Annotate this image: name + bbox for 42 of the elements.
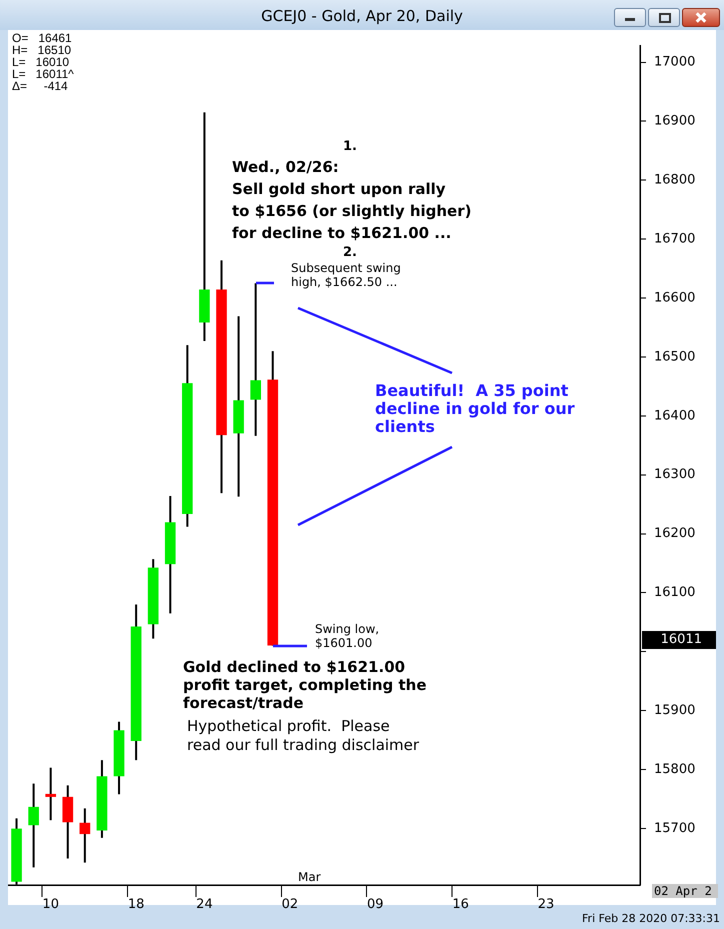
chart-title: GCEJ0 - Gold, Apr 20, Daily <box>260 7 464 25</box>
y-tick-label: 16700 <box>654 231 696 246</box>
y-tick-label: 16400 <box>654 408 696 424</box>
annotation: H= 16510 <box>12 43 72 57</box>
annotation: Wed., 02/26: Sell gold short upon rally to $1656 (or slightly higher) for decline to $1621.00 ... <box>232 157 472 244</box>
y-tick-label: 15800 <box>654 762 696 777</box>
text: O= 16461 <box>12 31 72 45</box>
candlestick <box>250 282 262 437</box>
y-tick-label: 16800 <box>654 172 696 188</box>
annotation: L= 16011^ <box>12 67 74 81</box>
x-tick-label: 16 <box>452 897 469 912</box>
x-tick-label: 02 <box>282 897 298 912</box>
text: 02 Apr 2 <box>652 884 718 898</box>
annotation: Swing low, $1601.00 <box>315 622 380 650</box>
annotation: Mar <box>298 870 321 884</box>
x-tick-label: 23 <box>538 897 554 912</box>
text: 16011 <box>642 631 716 649</box>
annotation: Hypothetical profit. Please read our full trading disclaimer <box>187 717 420 755</box>
annotation: Gold declined to $1621.00 profit target, completing the forecast/trade <box>183 658 426 712</box>
y-tick-label: 15700 <box>654 820 696 836</box>
y-tick-label: 16300 <box>654 467 696 482</box>
annotation: 2. <box>343 245 357 260</box>
y-tick-label: 16600 <box>654 290 696 306</box>
y-tick-label: 17000 <box>654 54 696 70</box>
candlestick <box>80 807 90 864</box>
text: Fri Feb 28 2020 07:33:31 <box>582 912 720 925</box>
y-tick-label: 16900 <box>654 114 696 129</box>
y-tick-label: 16500 <box>654 349 696 364</box>
annotation: Δ= -414 <box>12 79 68 93</box>
x-tick-label: 09 <box>366 897 384 912</box>
candlestick <box>45 766 56 822</box>
annotation: Subsequent swing high, $1662.50 ... <box>291 261 401 289</box>
x-tick-label: 24 <box>196 897 213 912</box>
y-tick-label: 16200 <box>654 526 696 542</box>
candlestick <box>28 782 39 868</box>
annotation: Beautiful! A 35 point decline in gold for our clients <box>375 381 575 436</box>
annotation: L= 16010 <box>12 55 70 69</box>
annotation: 1. <box>343 139 357 154</box>
y-tick-label: 15900 <box>654 702 696 718</box>
x-tick-label: 18 <box>128 897 144 912</box>
x-tick-label: 10 <box>42 897 59 912</box>
y-tick-label: 16100 <box>654 585 696 600</box>
